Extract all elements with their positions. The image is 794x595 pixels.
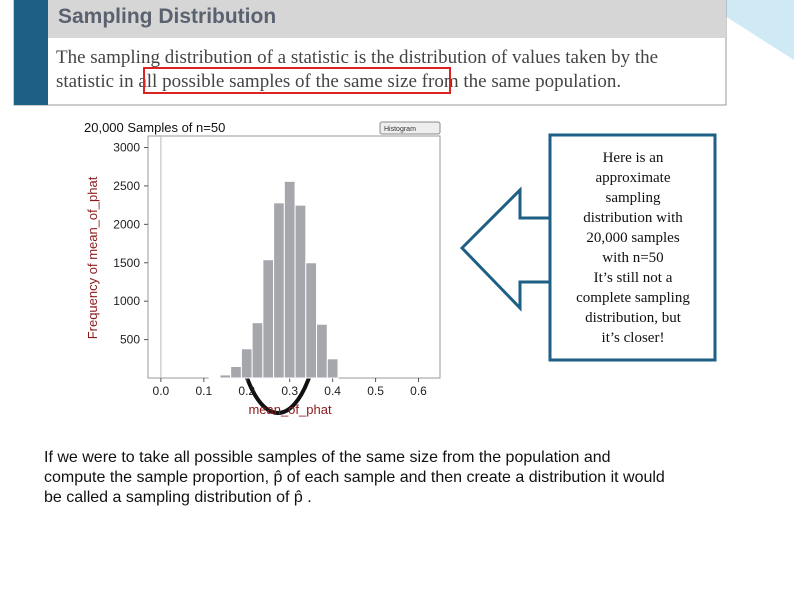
footer-line: If we were to take all possible samples … bbox=[44, 449, 611, 466]
x-tick-label: 0.0 bbox=[153, 384, 170, 398]
bar bbox=[219, 374, 232, 379]
y-tick-label: 500 bbox=[120, 333, 140, 347]
x-tick-label: 0.2 bbox=[238, 384, 255, 398]
callout-line: sampling bbox=[606, 190, 661, 206]
chart-title: 20,000 Samples of n=50 bbox=[84, 120, 225, 135]
y-tick-label: 1500 bbox=[113, 256, 140, 270]
x-axis-label: mean_of_phat bbox=[248, 402, 332, 417]
callout-arrow bbox=[459, 186, 552, 312]
y-axis-label: Frequency of mean_of_phat bbox=[85, 176, 100, 339]
bar bbox=[283, 180, 296, 379]
callout-line: It’s still not a bbox=[594, 270, 673, 286]
bar bbox=[208, 376, 221, 379]
callout-line: distribution, but bbox=[585, 310, 682, 326]
bar bbox=[326, 358, 339, 379]
callout-line: complete sampling bbox=[576, 290, 690, 306]
bar bbox=[273, 202, 285, 379]
definition-line: The sampling distribution of a statistic… bbox=[56, 47, 658, 68]
header-strip bbox=[14, 0, 48, 105]
header-title: Sampling Distribution bbox=[58, 5, 276, 28]
callout-line: 20,000 samples bbox=[586, 230, 679, 246]
bar bbox=[294, 204, 307, 379]
callout-box bbox=[548, 133, 717, 362]
bar bbox=[230, 365, 242, 379]
callout-line: approximate bbox=[596, 170, 671, 186]
y-tick-label: 2500 bbox=[113, 179, 140, 193]
footer-line: compute the sample proportion, p̂ of eac… bbox=[44, 469, 665, 486]
chart-button-label: Histogram bbox=[384, 126, 416, 133]
y-tick-label: 2000 bbox=[113, 217, 140, 231]
chart-button bbox=[379, 121, 441, 135]
x-tick-label: 0.6 bbox=[410, 384, 427, 398]
header-title-bar bbox=[48, 0, 726, 38]
definition-line: statistic in all possible samples of the… bbox=[56, 71, 621, 92]
x-tick-label: 0.4 bbox=[324, 384, 341, 398]
bar bbox=[251, 322, 264, 379]
footer-line: be called a sampling distribution of p̂ … bbox=[44, 489, 312, 506]
bar bbox=[262, 259, 275, 379]
bar bbox=[305, 262, 318, 379]
y-tick-label: 1000 bbox=[113, 294, 140, 308]
y-tick-label: 3000 bbox=[113, 141, 140, 155]
callout-line: Here is an bbox=[603, 150, 664, 166]
callout-line: it’s closer! bbox=[602, 330, 665, 346]
x-tick-label: 0.3 bbox=[281, 384, 298, 398]
x-tick-label: 0.5 bbox=[367, 384, 384, 398]
callout-line: distribution with bbox=[583, 210, 683, 226]
bar bbox=[316, 323, 328, 379]
callout-line: with n=50 bbox=[602, 250, 663, 266]
bar bbox=[240, 348, 253, 379]
highlight-box bbox=[143, 67, 451, 94]
x-tick-label: 0.1 bbox=[195, 384, 212, 398]
